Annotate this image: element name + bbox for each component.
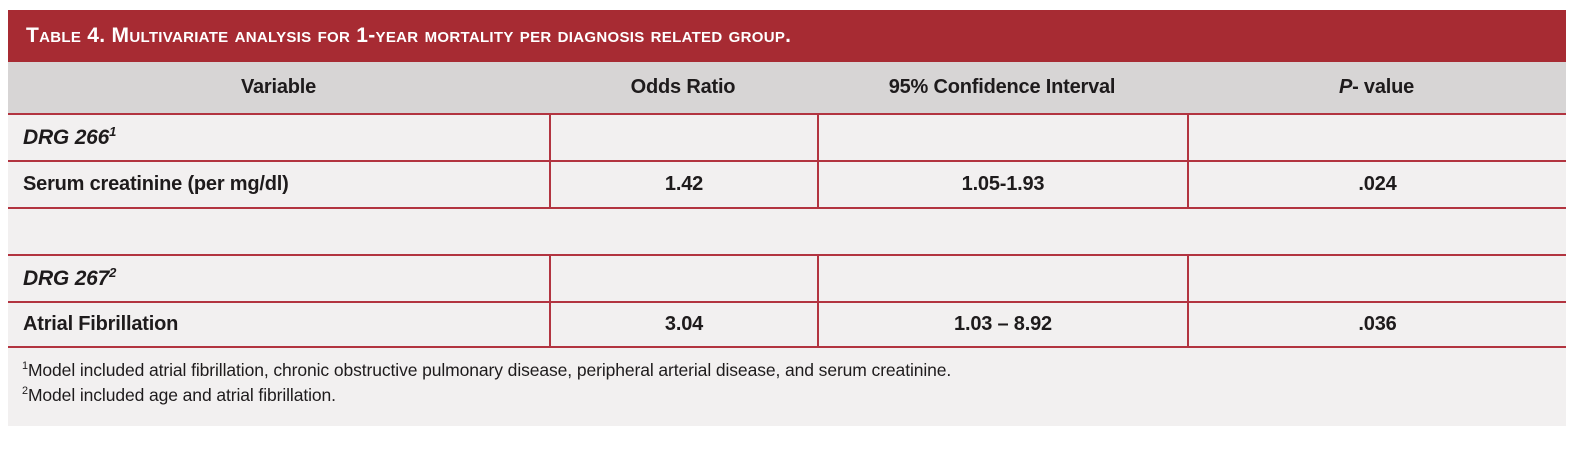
cell-confidence-interval: 1.05-1.93 — [817, 162, 1187, 207]
footnote-1: 1Model included atrial fibrillation, chr… — [22, 360, 952, 380]
header-variable: Variable — [240, 76, 317, 98]
table-row-atrial-fibrillation: Atrial Fibrillation 3.04 1.03 – 8.92 .03… — [8, 301, 1566, 348]
cell-odds-ratio-empty — [549, 256, 817, 301]
table-4: Table 4. Multivariate analysis for 1-yea… — [8, 10, 1566, 426]
footnote-marker: 1 — [109, 123, 117, 139]
cell-p-value-empty — [1187, 115, 1566, 160]
cell-variable: DRG 2661 — [8, 115, 549, 160]
table-title-bar: Table 4. Multivariate analysis for 1-yea… — [8, 10, 1566, 62]
header-p-value-rest: - value — [1352, 76, 1415, 98]
table-row-spacer — [8, 207, 1566, 254]
cell-odds-ratio: 1.42 — [549, 162, 817, 207]
footnote-2: 2Model included age and atrial fibrillat… — [22, 385, 336, 406]
footnote-marker: 1 — [22, 360, 28, 373]
table-row-serum-creatinine: Serum creatinine (per mg/dl) 1.42 1.05-1… — [8, 160, 1566, 207]
cell-p-value: .036 — [1187, 303, 1566, 346]
column-header-row: Variable Odds Ratio 95% Confidence Inter… — [8, 62, 1566, 113]
table-footnotes: 1Model included atrial fibrillation, chr… — [8, 348, 1566, 426]
cell-variable: Serum creatinine (per mg/dl) — [23, 173, 289, 195]
cell-p-value: .024 — [1187, 162, 1566, 207]
cell-variable: DRG 2672 — [8, 256, 549, 301]
cell-confidence-interval-empty — [817, 115, 1187, 160]
table-row-group-drg-266: DRG 2661 — [8, 113, 1566, 160]
group-label: DRG 2661 — [23, 123, 117, 149]
group-label: DRG 2672 — [23, 264, 117, 290]
header-p-value: P- value — [1187, 62, 1566, 113]
cell-odds-ratio: 3.04 — [549, 303, 817, 346]
header-odds-ratio: Odds Ratio — [630, 76, 736, 98]
table-title: Table 4. Multivariate analysis for 1-yea… — [26, 24, 792, 47]
cell-p-value-empty — [1187, 256, 1566, 301]
footnote-marker: 2 — [22, 385, 28, 398]
cell-variable: Atrial Fibrillation — [23, 313, 179, 335]
page: Table 4. Multivariate analysis for 1-yea… — [8, 10, 1566, 426]
header-p-value-italic: P — [1338, 76, 1353, 98]
cell-confidence-interval-empty — [817, 256, 1187, 301]
cell-odds-ratio-empty — [549, 115, 817, 160]
header-confidence-interval: 95% Confidence Interval — [888, 76, 1116, 98]
table-row-group-drg-267: DRG 2672 — [8, 254, 1566, 301]
footnote-marker: 2 — [109, 264, 117, 280]
cell-confidence-interval: 1.03 – 8.92 — [817, 303, 1187, 346]
